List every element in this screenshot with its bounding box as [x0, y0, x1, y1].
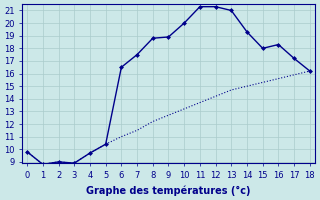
X-axis label: Graphe des températures (°c): Graphe des températures (°c): [86, 185, 251, 196]
